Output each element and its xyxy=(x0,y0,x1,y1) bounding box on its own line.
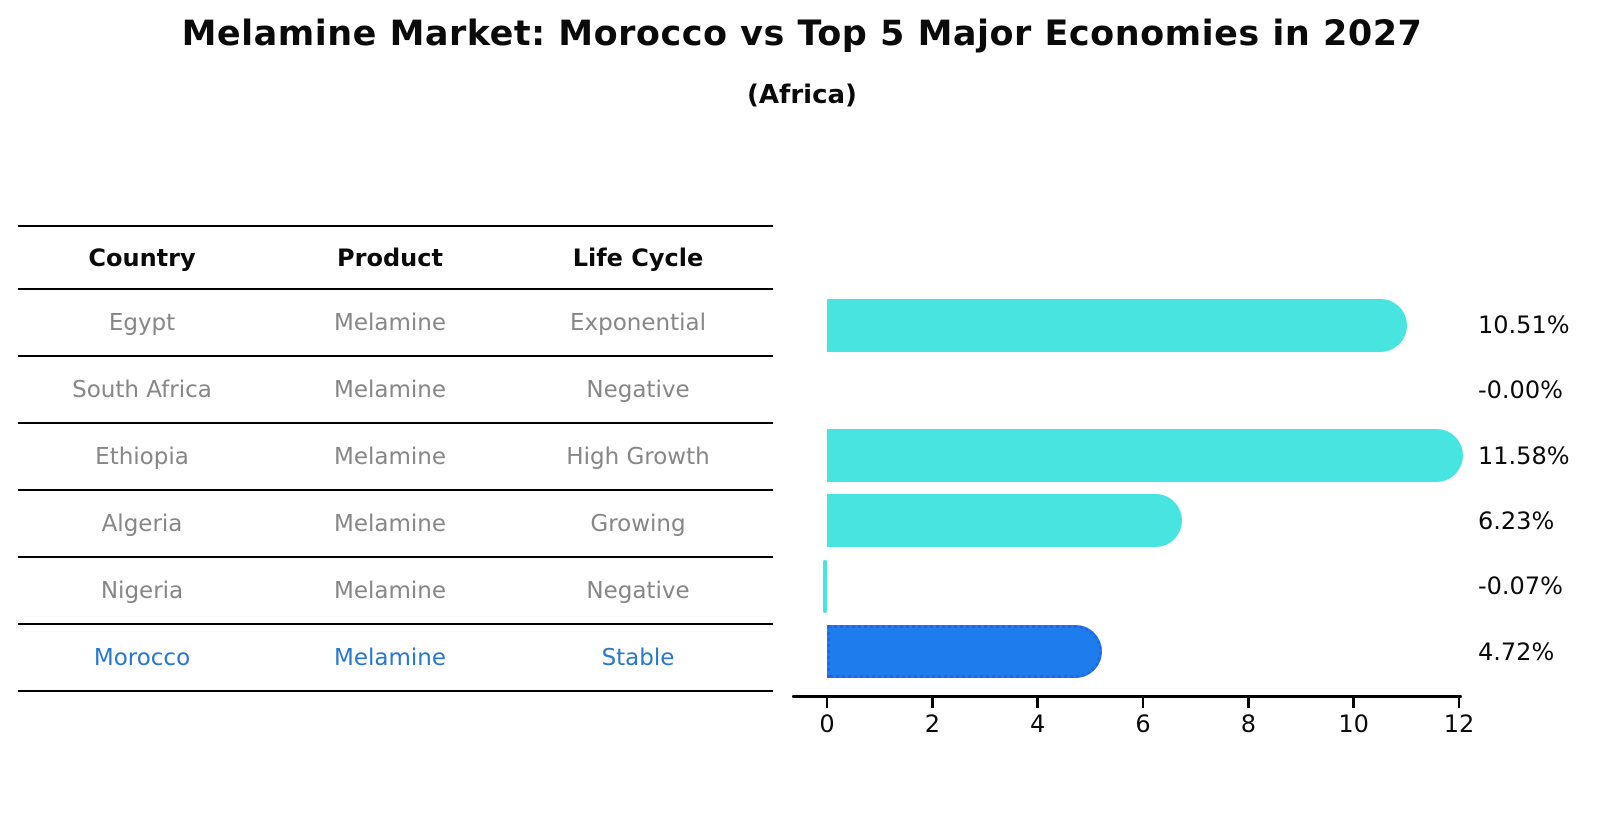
value-label-egypt: 10.51% xyxy=(1478,311,1570,339)
x-tick-mark xyxy=(931,697,934,708)
lifecycle-cell: Negative xyxy=(586,376,690,403)
table-header-row: Country Product Life Cycle xyxy=(18,225,773,290)
table-body: Egypt Melamine Exponential South Africa … xyxy=(18,290,773,692)
x-tick-mark xyxy=(1352,697,1355,708)
bar-nigeria xyxy=(823,559,827,613)
x-tick-label: 4 xyxy=(1030,710,1046,738)
x-tick-mark xyxy=(1457,697,1461,708)
table-row: South Africa Melamine Negative xyxy=(18,357,773,424)
country-cell: Algeria xyxy=(101,510,183,537)
x-tick-label: 0 xyxy=(819,710,835,738)
x-tick-mark xyxy=(825,697,829,708)
bar-algeria xyxy=(827,494,1182,548)
country-cell: Morocco xyxy=(93,644,191,671)
value-label-morocco: 4.72% xyxy=(1478,637,1555,666)
product-cell: Melamine xyxy=(333,577,446,604)
table-row: Algeria Melamine Growing xyxy=(18,491,773,558)
bar-morocco xyxy=(827,625,1103,678)
x-tick-label: 2 xyxy=(924,710,940,738)
lifecycle-cell: Exponential xyxy=(569,309,706,336)
x-tick-mark xyxy=(1247,697,1250,708)
table-row: Ethiopia Melamine High Growth xyxy=(18,424,773,491)
x-tick-mark xyxy=(1036,697,1039,708)
product-cell: Melamine xyxy=(333,644,446,671)
value-label-nigeria: -0.07% xyxy=(1478,572,1563,601)
header-cell-lifecycle: Life Cycle xyxy=(572,243,704,272)
table-row: Egypt Melamine Exponential xyxy=(18,290,773,357)
x-tick-label: 6 xyxy=(1135,710,1151,738)
product-cell: Melamine xyxy=(333,376,446,403)
table-row: Morocco Melamine Stable xyxy=(18,625,773,692)
x-tick-mark xyxy=(1141,697,1145,708)
table-row: Nigeria Melamine Negative xyxy=(18,558,773,625)
header-cell-country: Country xyxy=(88,243,196,272)
country-cell: Ethiopia xyxy=(95,443,189,470)
lifecycle-cell: Stable xyxy=(601,644,675,671)
x-tick-label: 12 xyxy=(1443,710,1475,738)
lifecycle-cell: Growing xyxy=(590,510,686,537)
country-table: Country Product Life Cycle Egypt Melamin… xyxy=(18,225,773,692)
bar-egypt xyxy=(827,298,1408,352)
chart-subtitle: (Africa) xyxy=(747,80,857,110)
product-cell: Melamine xyxy=(333,443,446,470)
product-cell: Melamine xyxy=(333,309,446,336)
lifecycle-cell: High Growth xyxy=(566,443,710,470)
x-axis-line xyxy=(792,695,1462,698)
bar-ethiopia xyxy=(827,429,1464,483)
value-label-algeria: 6.23% xyxy=(1478,506,1555,535)
chart-title: Melamine Market: Morocco vs Top 5 Major … xyxy=(181,14,1423,54)
x-tick-label: 10 xyxy=(1338,710,1369,738)
lifecycle-cell: Negative xyxy=(586,577,690,604)
value-label-south-africa: -0.00% xyxy=(1478,376,1563,405)
header-cell-product: Product xyxy=(337,243,443,272)
country-cell: South Africa xyxy=(72,376,212,403)
product-cell: Melamine xyxy=(333,510,446,537)
country-cell: Nigeria xyxy=(100,577,184,604)
x-tick-label: 8 xyxy=(1240,710,1256,738)
value-label-ethiopia: 11.58% xyxy=(1478,441,1570,470)
country-cell: Egypt xyxy=(108,309,176,336)
